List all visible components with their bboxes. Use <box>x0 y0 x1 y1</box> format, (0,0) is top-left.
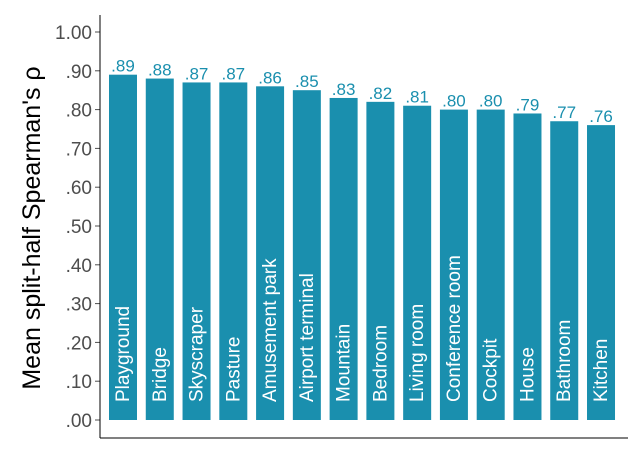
bar-skyscraper <box>182 82 211 420</box>
bar-value-label: .87 <box>221 64 245 83</box>
bar-value-label: .83 <box>332 80 356 99</box>
category-label: Cockpit <box>481 338 502 402</box>
bar-value-label: .87 <box>185 64 209 83</box>
bar-value-label: .77 <box>552 103 576 122</box>
category-label: Mountain <box>334 324 355 402</box>
y-tick-label: .90 <box>66 62 92 83</box>
bar-value-label: .80 <box>442 92 466 111</box>
category-label: Conference room <box>444 255 465 402</box>
bar-value-label: .82 <box>369 84 393 103</box>
bar-airport-terminal <box>292 90 321 420</box>
y-tick-label: .10 <box>66 372 92 393</box>
category-label: Living room <box>407 304 428 402</box>
bar-value-label: .81 <box>405 88 429 107</box>
bar-cockpit <box>476 109 505 420</box>
category-label: Playground <box>113 306 134 402</box>
y-tick-label: .20 <box>66 333 92 354</box>
bar-value-label: .88 <box>148 61 172 80</box>
category-label: Amusement park <box>260 258 281 402</box>
bar-house <box>513 113 542 420</box>
bar-value-label: .89 <box>111 57 135 76</box>
y-axis-label: Mean split-half Spearman's ρ <box>18 66 46 389</box>
bar-bedroom <box>366 101 395 420</box>
bar-value-label: .76 <box>589 107 613 126</box>
category-label: Bathroom <box>554 320 575 402</box>
category-label: Skyscraper <box>187 306 208 402</box>
y-tick-label: 1.00 <box>55 23 92 44</box>
bar-value-label: .86 <box>258 68 282 87</box>
bar-bathroom <box>550 121 579 421</box>
y-tick-label: .00 <box>66 411 92 432</box>
y-tick-label: .60 <box>66 178 92 199</box>
category-label: Airport terminal <box>297 273 318 402</box>
bar-playground <box>109 74 137 421</box>
bar-value-label: .79 <box>516 95 540 114</box>
bar-kitchen <box>587 125 616 421</box>
y-tick-label: .40 <box>66 256 92 277</box>
bar-mountain <box>329 97 358 421</box>
bar-value-label: .85 <box>295 72 319 91</box>
y-tick-label: .50 <box>66 217 92 238</box>
bar-value-label: .80 <box>479 92 503 111</box>
bar-conference-room <box>439 109 468 420</box>
y-tick-label: .70 <box>66 139 92 160</box>
category-label: House <box>517 347 538 402</box>
y-tick-label: .30 <box>66 295 92 316</box>
bar-amusement-park <box>256 86 285 420</box>
bar-living-room <box>403 105 432 420</box>
bar-pasture <box>219 82 248 420</box>
category-label: Bridge <box>150 347 171 402</box>
y-tick-label: .80 <box>66 101 92 122</box>
bar-bridge <box>145 78 174 420</box>
category-label: Kitchen <box>591 339 612 402</box>
category-label: Pasture <box>223 337 244 402</box>
y-axis-ticks: .00 .10 .20 .30 .40 .50 .60 .70 .80 .90 1.00 <box>55 23 100 432</box>
bars-group: .89 Playground .88 Bridge .87 Skyscraper .87 Pa… <box>109 57 616 421</box>
category-label: Bedroom <box>370 325 391 402</box>
